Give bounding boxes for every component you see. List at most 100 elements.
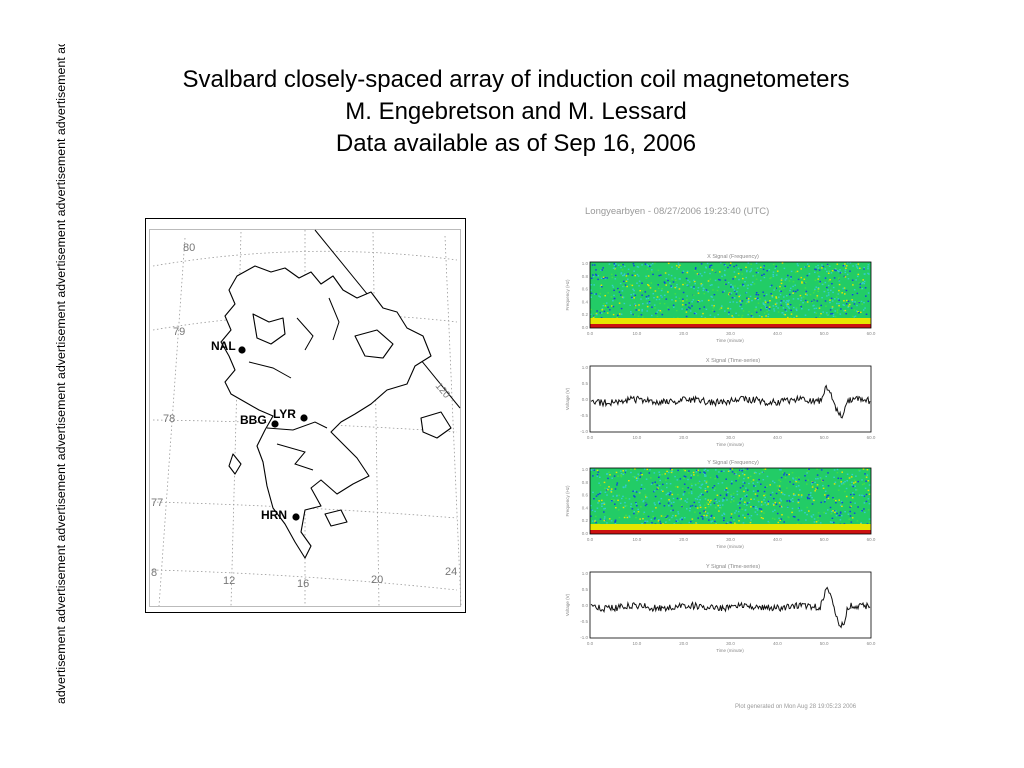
- spectrogram-speck: [861, 510, 863, 512]
- spectrogram-speck: [690, 520, 692, 523]
- spectrogram-speck: [635, 516, 637, 519]
- spectrogram-speck: [797, 494, 800, 496]
- spectrogram-speck: [698, 480, 701, 482]
- spectrogram-speck: [748, 517, 751, 519]
- spectrogram-speck: [820, 478, 823, 480]
- spectrogram-speck: [671, 469, 673, 471]
- spectrogram-speck: [641, 294, 643, 296]
- spectrogram-speck: [755, 297, 758, 299]
- spectrogram-speck: [822, 487, 825, 489]
- spectrogram-speck: [732, 492, 735, 495]
- spectrogram-speck: [689, 507, 691, 509]
- spectrogram-speck: [757, 499, 760, 502]
- spectrogram-speck: [592, 316, 595, 319]
- spectrogram-speck: [756, 509, 759, 511]
- spectrogram-speck: [767, 313, 770, 315]
- spectrogram-speck: [713, 305, 715, 307]
- spectrogram-speck: [820, 313, 822, 315]
- spectrogram-speck: [638, 285, 640, 287]
- x-tick-label: 10.0: [632, 641, 641, 646]
- spectrogram-speck: [735, 264, 738, 267]
- spectrogram-speck: [662, 515, 664, 518]
- spectrogram-speck: [863, 483, 866, 485]
- spectrogram-speck: [705, 502, 708, 504]
- spectrogram-speck: [709, 476, 712, 479]
- spectrogram-speck: [710, 514, 713, 517]
- spectrogram-speck: [775, 296, 777, 298]
- spectrogram-speck: [863, 280, 866, 283]
- spectrogram-speck: [850, 307, 853, 309]
- spectrogram-speck: [717, 286, 720, 288]
- spectrogram-speck: [709, 314, 712, 316]
- spectrogram-speck: [859, 267, 861, 269]
- spectrogram-speck: [628, 515, 631, 517]
- spectrogram-speck: [598, 523, 600, 525]
- spectrogram-speck: [604, 507, 606, 510]
- spectrogram-speck: [657, 520, 660, 522]
- spectrogram-speck: [670, 274, 673, 277]
- spectrogram-speck: [730, 516, 732, 519]
- spectrogram-speck: [750, 263, 752, 265]
- spectrogram-speck: [842, 265, 845, 267]
- spectrogram-speck: [632, 288, 634, 290]
- spectrogram-speck: [677, 262, 680, 264]
- spectrogram-speck: [685, 315, 688, 318]
- spectrogram-speck: [596, 474, 599, 476]
- spectrogram-speck: [791, 472, 794, 474]
- spectrogram-speck: [859, 286, 861, 289]
- spectrogram-speck: [633, 265, 635, 267]
- spectrogram-speck: [710, 295, 713, 298]
- spectrogram-speck: [714, 279, 717, 282]
- spectrogram-speck: [835, 269, 837, 272]
- spectrogram-speck: [847, 513, 850, 515]
- panel-x-timeseries-xlabel: Time (minute): [716, 442, 744, 447]
- spectrogram-speck: [774, 518, 776, 520]
- spectrogram-speck: [688, 510, 691, 512]
- spectrogram-speck: [736, 290, 738, 293]
- spectrogram-speck: [757, 302, 760, 304]
- spectrogram-speck: [796, 289, 799, 291]
- y-tick-label: 0.4: [582, 505, 589, 510]
- spectrogram-speck: [780, 282, 783, 285]
- spectrogram-speck: [839, 519, 842, 521]
- spectrogram-speck: [772, 275, 775, 278]
- spectrogram-speck: [699, 494, 701, 496]
- spectrogram-speck: [694, 282, 696, 285]
- spectrogram-speck: [623, 285, 625, 287]
- spectrogram-speck: [861, 479, 863, 481]
- spectrogram-speck: [797, 264, 799, 267]
- spectrogram-speck: [833, 469, 836, 471]
- spectrogram-speck: [701, 483, 704, 485]
- spectrogram-speck: [603, 519, 606, 522]
- spectrogram-speck: [694, 268, 697, 270]
- spectrogram-speck: [690, 492, 693, 495]
- spectrogram-speck: [849, 510, 851, 513]
- spectrogram-speck: [686, 498, 689, 500]
- spectrogram-speck: [660, 489, 663, 491]
- spectrogram-speck: [738, 520, 740, 522]
- spectrogram-speck: [630, 471, 632, 474]
- spectrogram-speck: [597, 493, 599, 496]
- spectrogram-speck: [826, 313, 828, 316]
- spectrogram-speck: [700, 515, 703, 518]
- spectrogram-speck: [712, 307, 715, 309]
- spectrogram-speck: [817, 512, 820, 514]
- spectrogram-speck: [789, 500, 791, 503]
- spectrogram-speck: [618, 302, 621, 304]
- spectrogram-speck: [783, 287, 785, 289]
- spectrogram-speck: [830, 313, 832, 315]
- spectrogram-speck: [711, 284, 713, 286]
- spectrogram-speck: [826, 263, 829, 266]
- spectrogram-speck: [634, 496, 636, 498]
- x-tick-label: 10.0: [632, 331, 641, 336]
- spectrogram-speck: [593, 315, 596, 318]
- spectrogram-speck: [817, 516, 819, 519]
- spectrogram-speck: [821, 264, 823, 266]
- spectrogram-speck: [772, 273, 774, 276]
- timeseries-x-trace: [590, 384, 871, 419]
- spectrogram-speck: [745, 276, 747, 279]
- spectrogram-speck: [633, 495, 635, 497]
- spectrogram-speck: [784, 476, 787, 479]
- spectrogram-speck: [621, 290, 624, 292]
- spectrogram-speck: [650, 483, 653, 485]
